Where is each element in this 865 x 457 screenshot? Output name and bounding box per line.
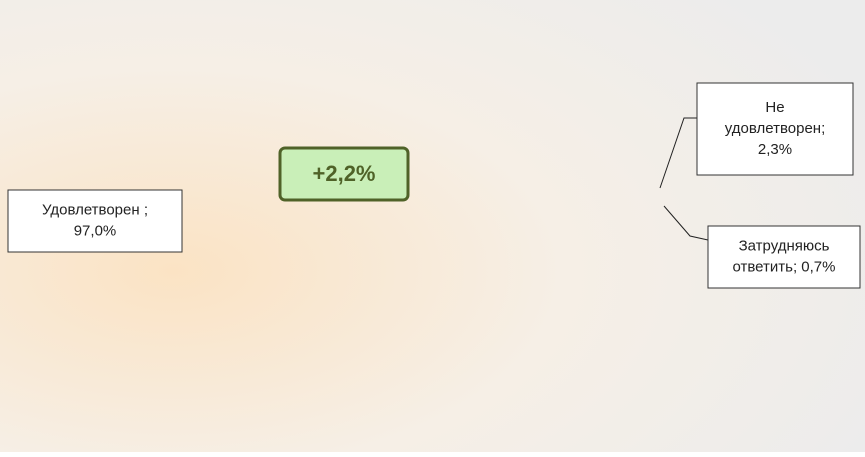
annotation: +2,2% [313,161,376,186]
data-label: Не удовлетворен; 2,3% [725,99,825,158]
data-label-box [7,189,183,253]
data-label-line: 97,0% [74,222,117,239]
data-label: Затрудняюсь ответить; 0,7% [733,237,836,275]
data-label-line: Не [765,99,784,116]
data-label-line: Удовлетворен ; [42,201,148,218]
data-label-box [696,82,854,176]
leader-line [659,117,697,189]
data-label: Удовлетворен ; 97,0% [42,201,148,239]
data-label-line: Затрудняюсь [739,237,830,254]
data-label-line: удовлетворен; [725,120,825,137]
leader-line [663,205,709,241]
data-label-line: 2,3% [758,141,792,158]
annotation-box [278,146,410,202]
data-label-box [707,225,861,289]
data-label-line: ответить; 0,7% [733,258,836,275]
